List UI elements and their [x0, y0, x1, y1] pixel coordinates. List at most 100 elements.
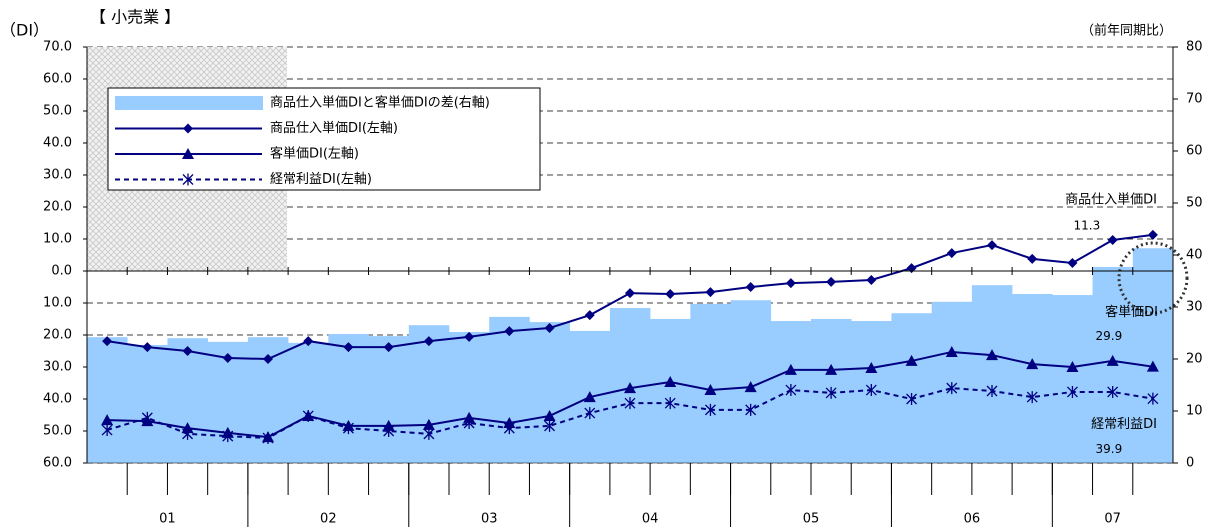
- legend: 商品仕入単価DIと客単価DIの差(右軸) 商品仕入単価DI(左軸) 客単価DI(左軸…: [107, 87, 541, 191]
- marker: [784, 363, 797, 375]
- marker: [704, 384, 717, 396]
- y-tick-label: 10.0: [43, 296, 72, 311]
- marker: [705, 287, 716, 298]
- marker: [303, 336, 314, 347]
- marker: [665, 289, 676, 300]
- legend-label: 客単価DI(左軸): [270, 146, 359, 162]
- marker: [302, 409, 314, 422]
- y2-tick-label: 70: [1186, 92, 1203, 107]
- marker: [986, 349, 998, 361]
- marker: [1026, 391, 1038, 404]
- series-annotation: 商品仕入単価DI: [1065, 191, 1157, 207]
- marker: [102, 336, 113, 347]
- marker: [865, 361, 878, 373]
- legend-label: 経常利益DI(左軸): [270, 172, 372, 187]
- x-tick-label: 05: [803, 512, 820, 527]
- y-tick-label: 40.0: [43, 136, 72, 151]
- bar: [449, 331, 490, 463]
- y2-tick-label: 30: [1186, 300, 1203, 315]
- marker: [383, 342, 394, 353]
- marker: [946, 248, 957, 259]
- marker: [183, 123, 193, 134]
- marker: [866, 274, 877, 285]
- marker: [263, 354, 273, 364]
- y2-tick-label: 20: [1186, 352, 1203, 367]
- bar-layer: [87, 248, 1174, 463]
- marker: [544, 322, 555, 333]
- line-layer: [101, 229, 1159, 445]
- value-label: 11.3: [1074, 218, 1101, 232]
- marker: [825, 363, 838, 375]
- bar: [650, 318, 691, 463]
- marker: [182, 173, 194, 186]
- bar: [529, 322, 570, 463]
- y-tick-label: 50.0: [43, 424, 72, 439]
- marker: [584, 407, 596, 420]
- bar: [127, 344, 168, 463]
- marker: [1106, 354, 1119, 366]
- y2-axis-label: （前年同期比）: [1081, 23, 1172, 39]
- marker: [664, 376, 677, 388]
- marker: [182, 346, 193, 356]
- legend-label: 商品仕入単価DIと客単価DIの差(右軸): [270, 95, 490, 111]
- marker: [503, 422, 515, 435]
- x-tick-label: 01: [159, 512, 176, 527]
- marker: [101, 414, 114, 426]
- marker: [744, 381, 757, 393]
- marker: [343, 342, 354, 353]
- marker: [504, 326, 515, 337]
- marker: [583, 391, 596, 403]
- marker: [785, 384, 797, 397]
- marker: [986, 385, 998, 397]
- marker: [1027, 253, 1038, 264]
- bar: [87, 337, 128, 463]
- x-tick-label: 06: [964, 512, 981, 527]
- bar: [167, 338, 208, 463]
- marker: [544, 419, 556, 432]
- marker: [826, 276, 837, 287]
- marker: [865, 384, 877, 397]
- y2-tick-label: 80: [1186, 40, 1203, 55]
- y-tick-label: 40.0: [43, 392, 72, 407]
- y2-tick-label: 10: [1186, 404, 1203, 419]
- marker: [543, 409, 556, 421]
- marker: [182, 148, 194, 159]
- y-tick-label: 30.0: [43, 360, 72, 375]
- y-tick-label: 30.0: [43, 168, 72, 183]
- marker: [945, 345, 958, 357]
- y-tick-label: 50.0: [43, 104, 72, 119]
- marker: [463, 417, 475, 429]
- y-tick-label: 20.0: [43, 328, 72, 343]
- marker: [422, 418, 435, 430]
- marker: [946, 382, 958, 395]
- bar: [891, 313, 932, 463]
- y-axis-label: （DI）: [0, 21, 49, 40]
- marker: [624, 382, 636, 394]
- y-tick-label: 60.0: [43, 456, 72, 471]
- marker: [182, 427, 194, 440]
- bar: [1132, 248, 1174, 463]
- y-tick-label: 10.0: [43, 232, 72, 247]
- marker: [1147, 229, 1158, 240]
- y2-tick-label: 40: [1186, 248, 1203, 263]
- marker: [142, 342, 153, 353]
- bar: [288, 342, 329, 463]
- marker: [1146, 360, 1159, 372]
- marker: [423, 427, 435, 440]
- marker: [906, 393, 918, 405]
- bar: [489, 316, 530, 463]
- marker: [464, 331, 475, 342]
- bar: [1012, 294, 1053, 463]
- marker: [342, 422, 354, 435]
- x-tick-label: 03: [481, 512, 498, 527]
- series-annotation: 客単価DI: [1105, 304, 1158, 320]
- y-tick-label: 20.0: [43, 200, 72, 215]
- y2-tick-label: 50: [1186, 196, 1203, 211]
- marker: [785, 278, 796, 289]
- marker: [905, 354, 918, 366]
- marker: [1026, 358, 1039, 370]
- marker: [624, 397, 636, 410]
- marker: [1147, 392, 1159, 405]
- y2-tick-label: 0: [1186, 456, 1194, 471]
- marker: [987, 240, 997, 251]
